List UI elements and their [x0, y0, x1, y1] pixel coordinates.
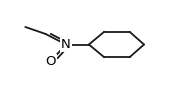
Text: O: O [45, 55, 56, 68]
Text: N: N [61, 38, 71, 51]
